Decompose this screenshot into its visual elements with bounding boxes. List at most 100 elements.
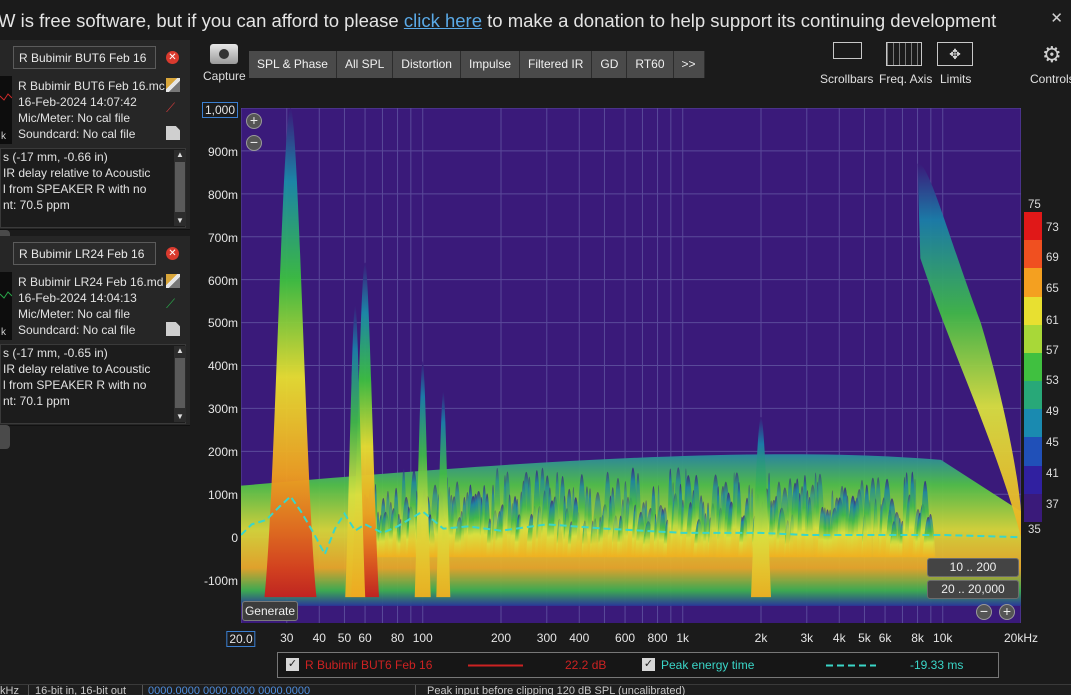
edit-icon[interactable] xyxy=(166,78,180,92)
trace-color-icon[interactable]: ⟋ xyxy=(166,100,176,115)
legend-line-red xyxy=(468,664,523,667)
zoom-out-icon[interactable]: − xyxy=(246,135,262,151)
notes-scrollbar[interactable]: ▲ ▼ xyxy=(174,346,186,422)
color-scale-label: 37 xyxy=(1046,499,1059,511)
tab-rt60[interactable]: RT60 xyxy=(627,51,674,78)
x-tick-label: 2k xyxy=(754,631,768,645)
donation-link[interactable]: click here xyxy=(403,10,482,31)
camera-icon xyxy=(210,44,238,64)
capture-button[interactable]: Capture xyxy=(203,42,246,86)
tab-filtered-ir[interactable]: Filtered IR xyxy=(520,51,593,78)
x-tick-label: 200 xyxy=(490,631,512,645)
measurement-name-field[interactable]: R Bubimir LR24 Feb 16 xyxy=(13,242,156,265)
remove-measurement-icon[interactable]: ✕ xyxy=(166,51,179,64)
measurement-notes[interactable]: s (-17 mm, -0.66 in) IR delay relative t… xyxy=(0,148,186,228)
zoom-in-icon[interactable]: + xyxy=(999,604,1015,620)
controls-label: Controls xyxy=(1030,72,1071,86)
measurement-date: 16-Feb-2024 14:07:42 xyxy=(18,95,137,109)
legend-item-value: -19.33 ms xyxy=(910,658,964,672)
tab-all-spl[interactable]: All SPL xyxy=(336,51,394,78)
edit-icon[interactable] xyxy=(166,274,180,288)
limits-icon: ✥ xyxy=(937,42,973,66)
color-scale-label: 45 xyxy=(1046,437,1059,449)
measurement-entry[interactable]: R Bubimir BUT6 Feb 16 ✕ k R Bubimir BUT6… xyxy=(0,40,190,230)
spectrogram-peak xyxy=(436,391,451,598)
y-tick-label: -100m xyxy=(203,574,238,588)
spectrogram-peak xyxy=(414,361,431,598)
color-scale-label: 57 xyxy=(1046,345,1059,357)
color-scale-segment xyxy=(1024,381,1042,410)
measurement-date: 16-Feb-2024 14:04:13 xyxy=(18,291,137,305)
color-scale-segment xyxy=(1024,268,1042,297)
x-tick-label: 4k xyxy=(832,631,846,645)
color-scale-label: 49 xyxy=(1046,406,1059,418)
legend-checkbox[interactable]: ✓ xyxy=(642,658,655,671)
legend-checkbox[interactable]: ✓ xyxy=(286,658,299,671)
y-tick-label: 200m xyxy=(207,445,238,459)
scroll-down-icon[interactable]: ▼ xyxy=(176,412,184,421)
notes-file-icon[interactable] xyxy=(166,126,180,140)
color-scale-label: 53 xyxy=(1046,375,1059,387)
scroll-down-icon[interactable]: ▼ xyxy=(176,216,184,225)
scroll-up-icon[interactable]: ▲ xyxy=(176,150,184,159)
x-tick-label: 5k xyxy=(858,631,871,645)
spectrogram-plot[interactable] xyxy=(241,108,1021,623)
limits-label: Limits xyxy=(940,72,972,86)
scroll-thumb[interactable] xyxy=(175,162,185,212)
donation-text-end: to make a donation to help support its c… xyxy=(481,10,997,31)
tab-gd[interactable]: GD xyxy=(592,51,628,78)
scroll-thumb[interactable] xyxy=(175,358,185,408)
thumbnail-label: k xyxy=(1,131,6,142)
zoom-out-icon[interactable]: − xyxy=(976,604,992,620)
zoom-in-icon[interactable]: + xyxy=(246,113,262,129)
x-tick-label: 3k xyxy=(800,631,814,645)
measurement-thumbnail[interactable]: k xyxy=(0,272,12,340)
measurement-entry[interactable]: R Bubimir LR24 Feb 16 ✕ k R Bubimir LR24… xyxy=(0,236,190,426)
measurement-notes[interactable]: s (-17 mm, -0.65 in) IR delay relative t… xyxy=(0,344,186,424)
status-divider xyxy=(415,685,416,695)
soundcard-cal-status: Soundcard: No cal file xyxy=(18,127,136,141)
range-preset-button[interactable]: 20 .. 20,000 xyxy=(927,580,1019,599)
x-tick-label[interactable]: 20.0 xyxy=(226,631,256,647)
generate-button[interactable]: Generate xyxy=(242,601,298,621)
notes-line: nt: 70.1 ppm xyxy=(3,394,70,408)
notes-line: IR delay relative to Acoustic xyxy=(3,166,151,180)
thumbnail-trace xyxy=(0,93,12,101)
panel-splitter-handle[interactable] xyxy=(0,425,10,449)
remove-measurement-icon[interactable]: ✕ xyxy=(166,247,179,260)
x-tick-label: 60 xyxy=(358,631,372,645)
color-scale-segment xyxy=(1024,493,1042,522)
y-tick-label: 600m xyxy=(207,274,238,288)
x-tick-label: 100 xyxy=(412,631,433,645)
x-tick-label: 8k xyxy=(911,631,924,645)
tab-distortion[interactable]: Distortion xyxy=(393,51,461,78)
x-tick-label[interactable]: 20kHz xyxy=(1003,631,1039,645)
color-scale-segment xyxy=(1024,352,1042,382)
close-icon[interactable]: ✕ xyxy=(1050,10,1063,27)
x-tick-label: 6k xyxy=(878,631,892,645)
measurement-info: R Bubimir BUT6 Feb 16.mc 16-Feb-2024 14:… xyxy=(18,78,165,142)
legend: ✓ R Bubimir BUT6 Feb 16 22.2 dB ✓ Peak e… xyxy=(277,652,999,678)
measurement-thumbnail[interactable]: k xyxy=(0,76,12,144)
donation-text: W is free software, but if you can affor… xyxy=(0,10,404,31)
y-tick-label: 500m xyxy=(207,316,238,330)
spectrogram-svg[interactable] xyxy=(241,108,1021,623)
scroll-up-icon[interactable]: ▲ xyxy=(176,346,184,355)
tab-spl-phase[interactable]: SPL & Phase xyxy=(249,51,337,78)
mic-cal-status: Mic/Meter: No cal file xyxy=(18,307,131,321)
range-preset-button[interactable]: 10 .. 200 xyxy=(927,558,1019,577)
y-tick-label[interactable]: 1,000 xyxy=(201,102,238,118)
legend-item-name: Peak energy time xyxy=(661,658,755,672)
notes-file-icon[interactable] xyxy=(166,322,180,336)
spectrogram-hf-band xyxy=(917,163,1021,538)
notes-scrollbar[interactable]: ▲ ▼ xyxy=(174,150,186,226)
measurement-name-field[interactable]: R Bubimir BUT6 Feb 16 xyxy=(13,46,156,69)
status-text: 0000.0000 0000.0000 0000.0000 xyxy=(148,685,311,695)
tab-more[interactable]: >> xyxy=(673,51,705,78)
x-tick-label: 10k xyxy=(933,631,953,645)
status-text: Peak input before clipping 120 dB SPL (u… xyxy=(427,685,686,695)
trace-color-icon[interactable]: ⟋ xyxy=(166,296,176,311)
tab-impulse[interactable]: Impulse xyxy=(460,51,521,78)
mic-cal-status: Mic/Meter: No cal file xyxy=(18,111,131,125)
y-tick-label: 400m xyxy=(207,359,238,373)
